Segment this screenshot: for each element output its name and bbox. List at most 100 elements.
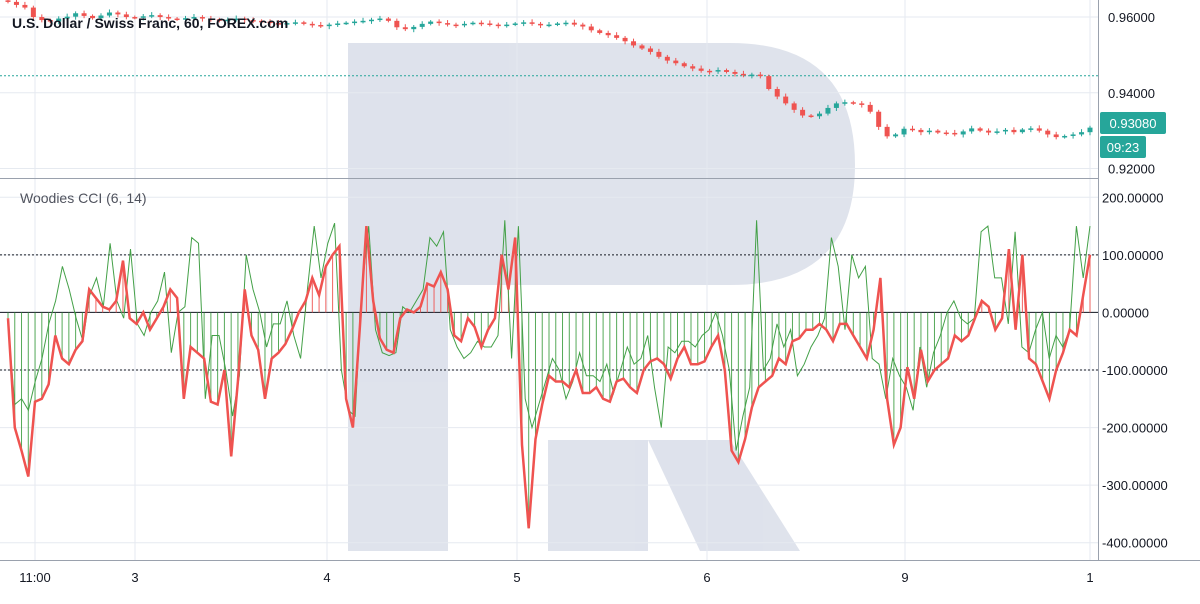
candle-body: [487, 23, 493, 25]
cci-tick-label: 100.00000: [1102, 248, 1163, 263]
candle-body: [259, 20, 265, 23]
candle-body: [732, 71, 738, 74]
candle-body: [690, 66, 696, 69]
candle-body: [504, 24, 510, 27]
candle-body: [242, 18, 248, 21]
candle-body: [986, 130, 992, 133]
candle-body: [901, 128, 907, 135]
candle-body: [13, 1, 19, 5]
candle-body: [394, 20, 400, 28]
candle-body: [588, 26, 594, 31]
candle-body: [216, 19, 222, 21]
candle-body: [538, 23, 544, 26]
symbol-title: U.S. Dollar / Swiss Franc, 60, FOREX.com: [12, 15, 288, 31]
candle-body: [571, 22, 577, 25]
candle-body: [808, 115, 814, 118]
candle-body: [833, 103, 839, 108]
candle-body: [191, 17, 197, 19]
candle-body: [926, 130, 932, 133]
candle-body: [1087, 127, 1093, 133]
candle-body: [664, 56, 670, 61]
candle-body: [470, 22, 476, 25]
candle-body: [90, 15, 96, 19]
candle-body: [301, 22, 307, 24]
candle-body: [622, 37, 628, 42]
last-price-badge: 0.93080: [1100, 112, 1166, 134]
cci-tick-label: -400.00000: [1102, 536, 1168, 551]
candle-body: [495, 24, 501, 27]
candle-body: [326, 24, 332, 27]
candle-body: [174, 18, 180, 21]
candle-body: [292, 22, 298, 24]
candle-body: [774, 89, 780, 97]
candle-body: [935, 130, 941, 133]
time-tick-label: 1: [1086, 570, 1093, 585]
candle-body: [969, 128, 975, 132]
candle-body: [800, 109, 806, 116]
candle-body: [546, 24, 552, 27]
candle-body: [478, 22, 484, 25]
indicator-pane: [0, 220, 1098, 529]
candle-body: [1053, 134, 1059, 138]
candle-body: [681, 63, 687, 67]
candle-body: [115, 12, 121, 15]
candle-body: [876, 111, 882, 127]
candle-body: [740, 73, 746, 76]
candle-body: [360, 20, 366, 23]
candle-body: [56, 18, 62, 22]
price-tick-label: 0.96000: [1108, 10, 1155, 25]
candle-body: [199, 17, 205, 19]
candle-body: [377, 18, 383, 21]
candle-body: [385, 18, 391, 21]
price-pane: [0, 0, 1098, 140]
candle-body: [1002, 129, 1008, 132]
cci-tick-label: 200.00000: [1102, 190, 1163, 205]
price-tick-label: 0.94000: [1108, 86, 1155, 101]
candle-body: [5, 0, 11, 2]
candle-body: [73, 13, 79, 17]
price-tick-label: 0.92000: [1108, 162, 1155, 177]
cci-tick-label: -300.00000: [1102, 478, 1168, 493]
candle-body: [597, 30, 603, 33]
candle-body: [106, 12, 112, 16]
candle-body: [436, 21, 442, 24]
time-tick-label: 4: [323, 570, 330, 585]
candle-body: [563, 22, 569, 25]
indicator-title: Woodies CCI (6, 14): [20, 190, 147, 206]
candle-body: [402, 27, 408, 30]
candle-body: [233, 18, 239, 21]
candle-body: [554, 23, 560, 25]
candle-body: [512, 23, 518, 25]
time-tick-label: 5: [513, 570, 520, 585]
candle-body: [605, 32, 611, 36]
candle-body: [419, 23, 425, 27]
time-tick-label: 9: [901, 570, 908, 585]
candle-body: [893, 134, 899, 137]
candle-body: [817, 113, 822, 117]
candle-body: [22, 4, 28, 8]
candle-body: [952, 132, 958, 135]
candle-body: [166, 17, 172, 19]
candle-body: [766, 76, 772, 89]
candle-body: [859, 103, 865, 105]
candle-body: [943, 132, 949, 135]
candle-body: [614, 35, 620, 38]
candle-body: [461, 23, 467, 26]
candle-body: [309, 23, 315, 26]
candle-body: [850, 102, 856, 104]
candle-body: [909, 128, 915, 131]
candle-body: [1070, 134, 1076, 136]
candle-body: [994, 131, 1000, 133]
cci-tick-label: -200.00000: [1102, 421, 1168, 436]
candle-body: [352, 21, 358, 24]
candle-body: [783, 96, 789, 104]
candle-body: [647, 48, 653, 52]
candle-body: [918, 129, 924, 133]
candle-body: [343, 22, 349, 25]
candle-body: [1028, 128, 1034, 130]
candle-body: [707, 70, 713, 73]
candle-body: [267, 21, 273, 24]
cci-line: [6, 225, 1092, 529]
